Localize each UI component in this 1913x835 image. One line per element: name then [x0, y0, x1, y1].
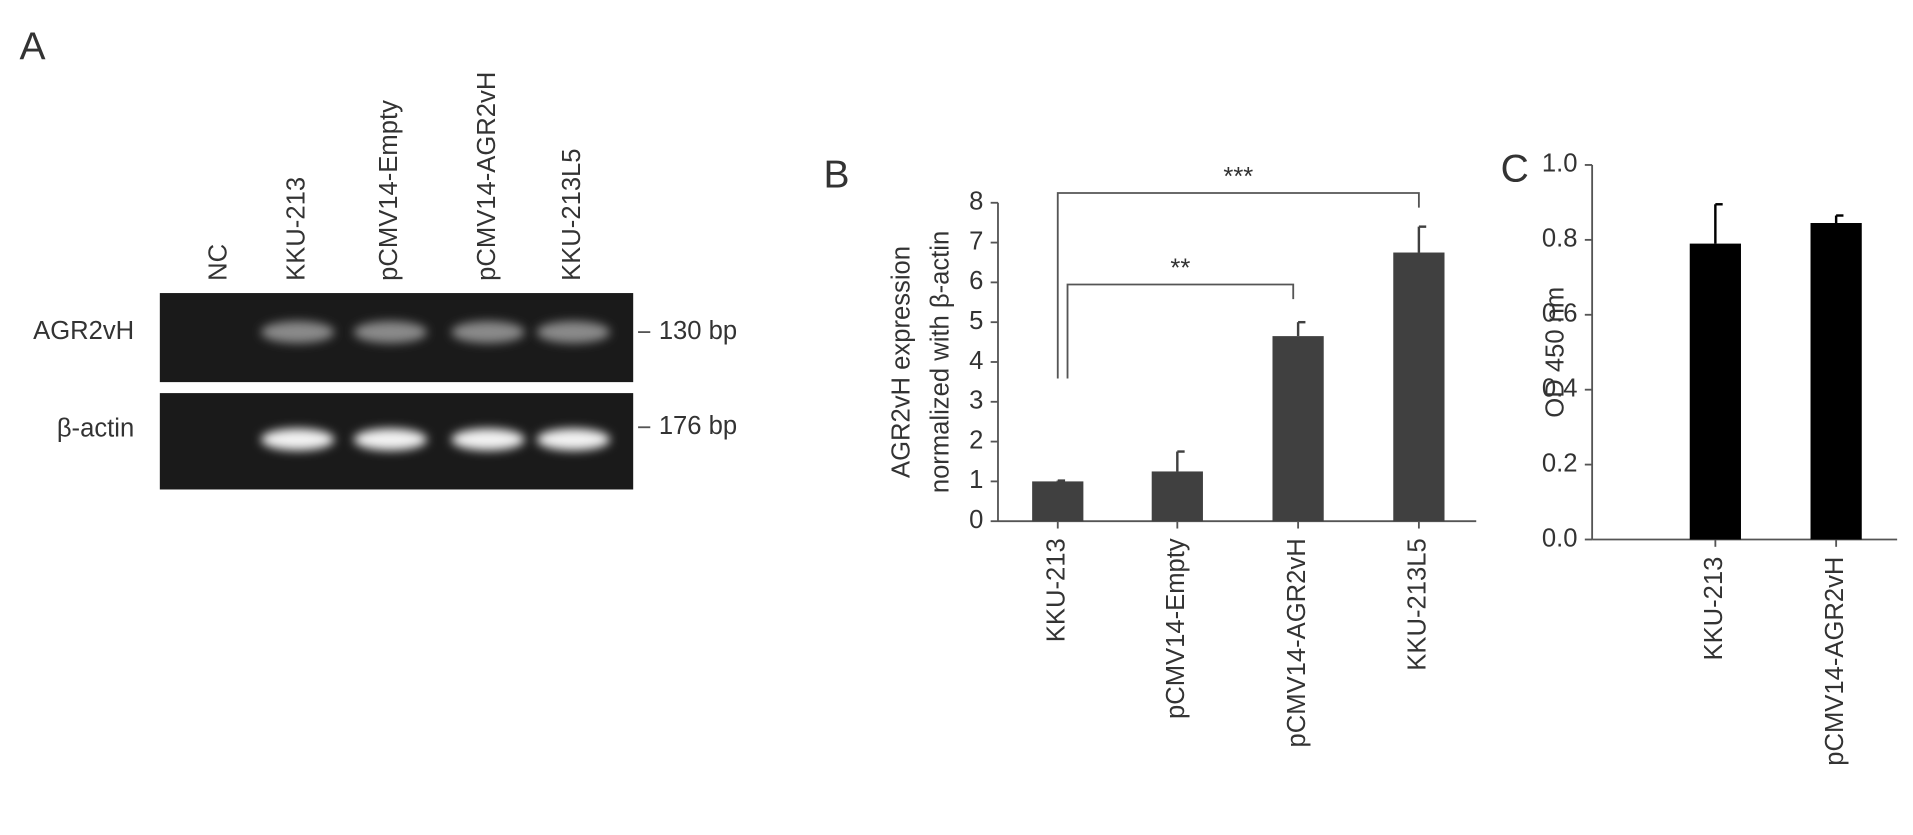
y-axis-label: OD 450 nm — [1542, 287, 1570, 418]
x-tick-label: pCMV14-Empty — [1162, 538, 1190, 719]
y-axis-label: normalized with β-actin — [927, 231, 955, 493]
band — [536, 321, 611, 344]
x-tick-label: pCMV14-AGR2vH — [1283, 538, 1311, 747]
y-tick-label: 6 — [969, 267, 983, 295]
y-tick-label: 8 — [969, 188, 983, 216]
x-tick-label: KKU-213L5 — [1404, 538, 1432, 670]
bar — [1393, 252, 1445, 522]
y-tick-label: 0 — [969, 506, 983, 534]
row-label: β-actin — [57, 414, 134, 442]
size-label: 176 bp — [659, 412, 737, 440]
significance-bracket — [1066, 283, 1295, 379]
x-tick-label: KKU-213 — [1700, 557, 1728, 661]
panel-label: B — [824, 153, 850, 196]
band — [261, 321, 335, 344]
y-tick-label: 0.8 — [1542, 225, 1578, 253]
y-tick-label: 0.0 — [1542, 524, 1578, 552]
y-tick-label: 1.0 — [1542, 150, 1578, 178]
y-tick-label: 7 — [969, 227, 983, 255]
bar — [1810, 223, 1862, 540]
band — [451, 428, 525, 451]
bar — [1032, 481, 1084, 522]
y-tick-label: 4 — [969, 347, 983, 375]
bar — [1151, 471, 1203, 522]
lane-label: NC — [204, 244, 232, 281]
row-label: AGR2vH — [33, 317, 134, 345]
y-tick-label: 5 — [969, 307, 983, 335]
bar — [1689, 243, 1741, 540]
size-label: 130 bp — [659, 317, 737, 345]
y-tick-label: 1 — [969, 466, 983, 494]
gel-panel: A NC KKU-213 pCMV14-Empty pCMV14-AGR2vH KKU-… — [20, 25, 737, 490]
lane-label: KKU-213 — [282, 177, 310, 281]
significance-label: *** — [1223, 163, 1253, 191]
significance-bracket — [1056, 192, 1420, 379]
y-tick-label: 0.6 — [1542, 300, 1578, 328]
significance-label: ** — [1170, 255, 1190, 283]
band — [536, 428, 611, 451]
lane-label: pCMV14-AGR2vH — [473, 72, 501, 281]
x-tick-label: pCMV14-AGR2vH — [1821, 557, 1849, 766]
panel-label: A — [20, 25, 46, 68]
x-tick-label: KKU-213 — [1043, 538, 1071, 642]
y-axis-label: AGR2vH expression — [888, 246, 916, 478]
y-tick-label: 0.4 — [1542, 374, 1578, 402]
y-tick-label: 0.2 — [1542, 449, 1578, 477]
band — [451, 321, 525, 344]
y-tick-label: 2 — [969, 426, 983, 454]
bar — [1272, 336, 1324, 522]
band — [261, 428, 335, 451]
band — [353, 428, 428, 451]
band — [353, 321, 428, 344]
lane-label: pCMV14-Empty — [375, 100, 403, 281]
y-tick-label: 3 — [969, 387, 983, 415]
panel-label: C — [1501, 147, 1529, 190]
lane-label: KKU-213L5 — [558, 148, 586, 280]
